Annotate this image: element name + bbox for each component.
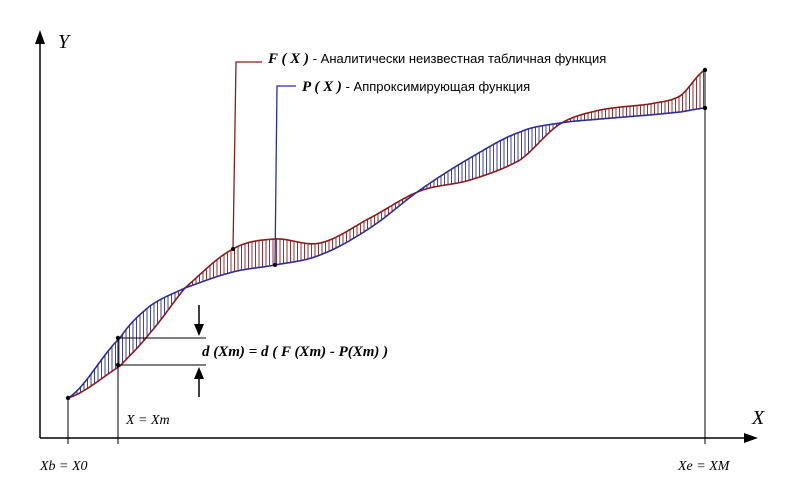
dim-arrow-head [194, 367, 204, 379]
deviation-label: d (Xm) = d ( F (Xm) - P(Xm) ) [202, 344, 388, 360]
point [702, 105, 708, 111]
point [231, 247, 235, 251]
legend-text: - Аппроксимирующая функция [346, 79, 531, 94]
f-leader [232, 61, 262, 251]
point [273, 263, 277, 267]
legend-f: F ( X ) - Аналитически неизвестная табли… [267, 51, 606, 67]
point [65, 395, 71, 401]
legend-text: - Аналитически неизвестная табличная фун… [313, 51, 607, 66]
legend-p: P ( X ) - Аппроксимирующая функция [302, 79, 530, 95]
legend-symbol: F ( X ) [267, 51, 309, 67]
dim-arrow-head [194, 324, 204, 336]
y-arrow [35, 30, 45, 44]
point-label: X = Xm [125, 413, 170, 428]
legend-symbol: P ( X ) [302, 79, 342, 95]
f-curve [67, 69, 706, 399]
y-label: Y [58, 31, 71, 53]
x-label: X [751, 407, 765, 429]
start-label: Xb = X0 [39, 459, 88, 474]
hatching [73, 70, 704, 396]
point [702, 67, 708, 73]
end-label: Xe = XM [677, 459, 731, 474]
x-arrow [744, 433, 758, 443]
p-curve [67, 107, 706, 399]
p-leader [274, 85, 296, 266]
